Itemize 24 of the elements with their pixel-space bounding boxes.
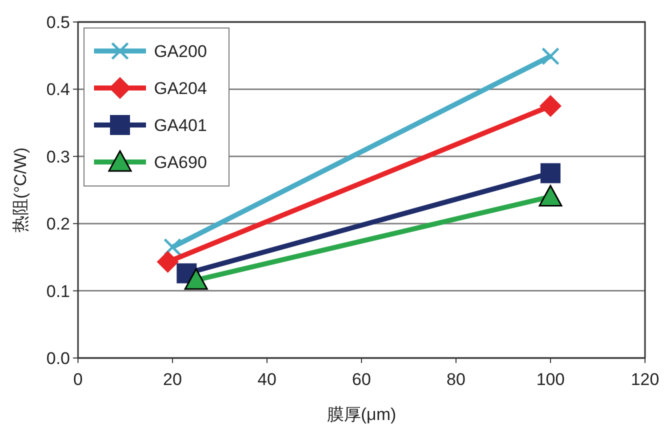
point	[163, 238, 182, 256]
point	[541, 47, 560, 66]
y-tick-label: 0.0	[46, 349, 70, 368]
point	[540, 163, 560, 184]
legend-label: GA200	[154, 42, 207, 61]
y-tick-label: 0.1	[46, 282, 70, 301]
legend-label: GA204	[154, 79, 207, 98]
point	[540, 95, 562, 117]
x-tick-label: 20	[163, 370, 182, 389]
y-tick-label: 0.4	[46, 80, 70, 100]
x-tick-label: 120	[630, 370, 660, 389]
y-tick-label: 0.3	[46, 147, 70, 166]
x-axis-title: 膜厚(μm)	[326, 405, 396, 424]
point	[156, 250, 179, 273]
x-tick-label: 40	[258, 370, 276, 389]
legend-label: GA690	[154, 153, 207, 172]
y-axis-title: 热阻(°C/W)	[11, 147, 30, 233]
x-tick-label: 60	[352, 370, 371, 389]
x-tick-label: 100	[536, 370, 565, 389]
x-tick-label: 80	[446, 370, 466, 389]
y-tick-label: 0.2	[46, 214, 70, 234]
y-tick-label: 0.5	[46, 13, 70, 32]
legend-label: GA401	[154, 116, 207, 135]
x-tick-label: 0	[73, 370, 83, 389]
